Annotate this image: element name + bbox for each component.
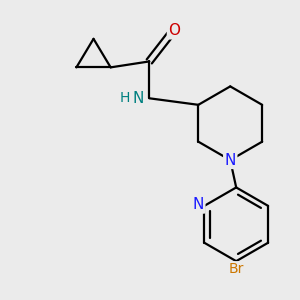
Text: N: N: [193, 197, 204, 212]
Text: O: O: [168, 23, 180, 38]
Text: Br: Br: [229, 262, 244, 277]
Text: N: N: [225, 153, 236, 168]
Text: H: H: [119, 91, 130, 105]
Text: N: N: [133, 91, 144, 106]
